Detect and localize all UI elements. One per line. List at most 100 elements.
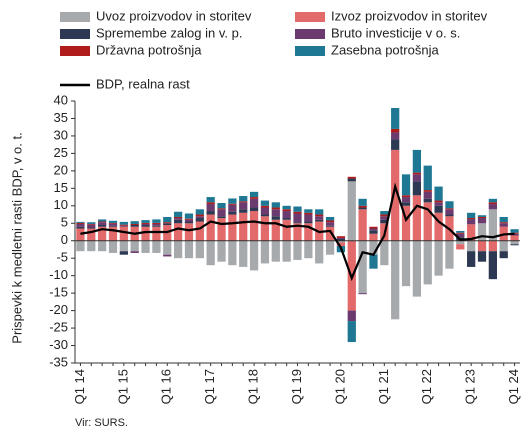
bar-segment [108, 226, 118, 241]
bar-segment [195, 216, 204, 219]
bar-segment [76, 228, 85, 241]
bar-segment [206, 240, 215, 266]
bar-segment [141, 222, 150, 224]
bar-segment [98, 219, 107, 222]
bar-segment [87, 222, 96, 224]
bar-segment [173, 223, 183, 241]
bar-segment [228, 214, 237, 241]
bar-segment [380, 214, 389, 217]
bar-segment [304, 240, 313, 259]
bar-segment [87, 223, 96, 225]
y-tick-label: -15 [49, 285, 68, 300]
bar-segment [271, 207, 280, 210]
bar-segment [467, 224, 476, 241]
bar-segment [239, 212, 248, 241]
bar-segment [130, 225, 139, 227]
bar-segment [510, 229, 519, 233]
bar-segment [412, 172, 422, 175]
x-tick-label: Q1 18 [246, 369, 261, 404]
bar-segment [358, 205, 367, 208]
x-tick-label: Q1 23 [463, 369, 478, 404]
legend-swatch [295, 12, 325, 22]
bar-segment [228, 211, 237, 215]
bar-segment [130, 251, 139, 253]
bar-segment [260, 200, 270, 206]
bar-segment [152, 240, 161, 253]
bar-segment [163, 223, 172, 226]
x-tick-label: Q1 17 [202, 369, 217, 404]
bar-segment [315, 214, 324, 217]
bar-segment [347, 176, 356, 179]
bar-segment [391, 149, 400, 241]
bar-segment [358, 293, 367, 295]
bar-segment [173, 240, 183, 259]
bar-segment [119, 225, 128, 227]
bar-segment [488, 202, 497, 205]
bar-segment [152, 226, 161, 241]
bar-segment [456, 233, 465, 238]
x-tick-label: Q1 14 [72, 369, 87, 404]
bar-segment [152, 219, 161, 223]
bar-segment [304, 221, 313, 224]
bar-segment [206, 214, 215, 241]
x-tick-label: Q1 24 [506, 369, 521, 404]
y-tick-label: 10 [54, 197, 68, 212]
bar-segment [184, 240, 194, 259]
bar-segment [98, 221, 107, 223]
bar-segment [239, 196, 248, 202]
bar-segment [260, 207, 270, 215]
bar-segment [434, 205, 443, 213]
bar-segment [119, 224, 128, 226]
bar-segment [206, 204, 215, 212]
bar-segment [401, 240, 411, 287]
bar-segment [249, 207, 259, 212]
bar-segment [271, 240, 280, 262]
bar-segment [141, 240, 150, 253]
y-tick-label: -25 [49, 320, 68, 335]
bar-segment [217, 240, 226, 262]
y-tick-label: -20 [49, 302, 68, 317]
bar-segment [282, 211, 291, 219]
bar-segment [304, 212, 313, 215]
legend-label: Državna potrošnja [96, 42, 202, 57]
bar-segment [401, 174, 411, 196]
bar-segment [271, 209, 280, 217]
bar-segment [282, 205, 291, 210]
bar-segment [228, 240, 237, 266]
bar-segment [488, 204, 497, 210]
bar-segment [434, 240, 443, 276]
bar-segment [195, 221, 204, 241]
y-axis-label: Prispevki k medletni rasti BDP, v o. t. [9, 132, 24, 343]
bar-segment [456, 232, 465, 234]
bar-segment [336, 242, 346, 246]
bar-segment [325, 240, 335, 255]
bar-segment [445, 240, 454, 269]
bar-segment [358, 207, 367, 210]
bar-segment [467, 219, 476, 225]
bar-segment [325, 222, 335, 226]
bar-segment [271, 216, 280, 220]
bar-segment [380, 216, 389, 220]
legend-swatch [295, 46, 325, 56]
legend-swatch [60, 46, 90, 56]
bar-segment [76, 221, 85, 223]
bar-segment [336, 240, 346, 243]
bar-segment [206, 202, 215, 205]
bar-segment [423, 202, 432, 241]
y-tick-label: 5 [61, 215, 68, 230]
bar-segment [423, 240, 432, 285]
bar-segment [119, 240, 128, 252]
bar-segment [206, 197, 215, 203]
y-tick-label: 25 [54, 145, 68, 160]
bar-segment [445, 209, 454, 215]
bar-segment [98, 226, 107, 241]
bar-segment [184, 213, 194, 219]
bar-segment [271, 202, 280, 208]
bar-segment [477, 240, 487, 252]
bar-segment [87, 228, 96, 241]
bar-segment [184, 223, 194, 241]
bar-segment [239, 240, 248, 267]
bar-segment [141, 223, 150, 226]
bar-segment [412, 149, 422, 173]
